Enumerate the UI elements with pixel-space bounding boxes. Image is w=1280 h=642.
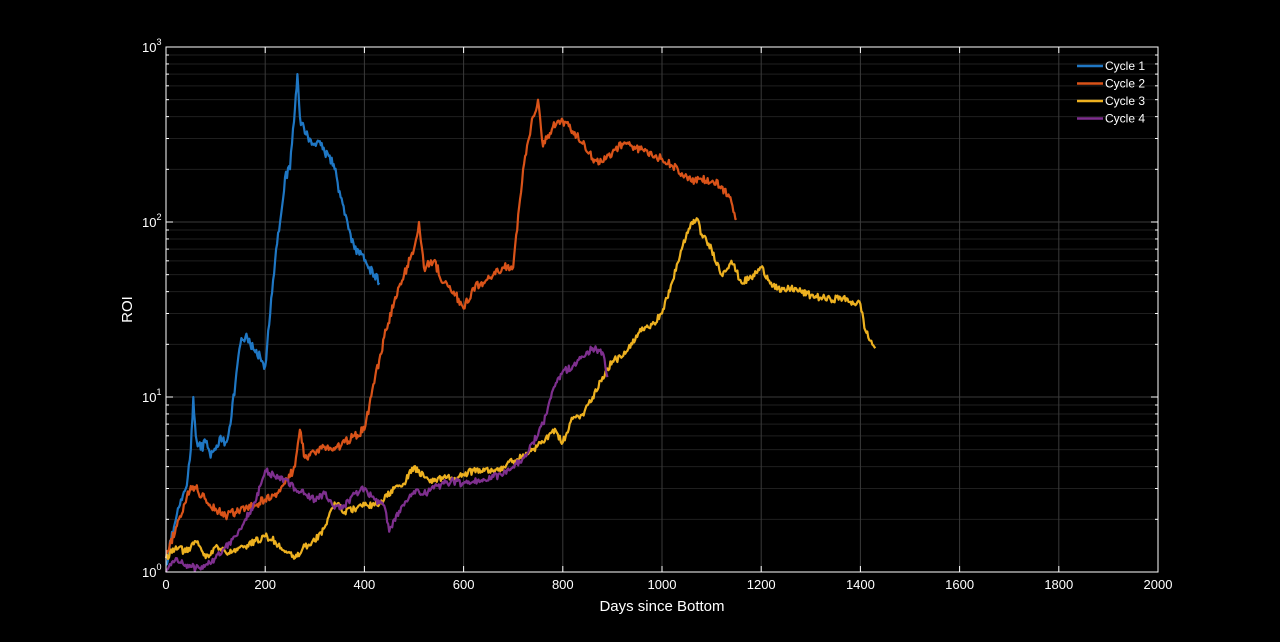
legend-label: Cycle 2 bbox=[1105, 77, 1145, 91]
x-tick-label: 400 bbox=[354, 577, 376, 592]
x-tick-label: 1200 bbox=[747, 577, 776, 592]
y-axis-label: ROI bbox=[119, 296, 136, 323]
x-tick-label: 600 bbox=[453, 577, 475, 592]
x-tick-label: 1600 bbox=[945, 577, 974, 592]
x-tick-label: 0 bbox=[162, 577, 169, 592]
series-line-cycle-1 bbox=[165, 73, 381, 566]
series-lines bbox=[164, 73, 877, 573]
legend-label: Cycle 3 bbox=[1105, 94, 1145, 108]
x-tick-label: 200 bbox=[254, 577, 276, 592]
legend-label: Cycle 1 bbox=[1105, 59, 1145, 73]
legend: Cycle 1 Cycle 2 Cycle 3 Cycle 4 bbox=[1077, 59, 1145, 126]
x-tick-label: 800 bbox=[552, 577, 574, 592]
x-tick-label: 2000 bbox=[1144, 577, 1173, 592]
x-tick-label: 1800 bbox=[1044, 577, 1073, 592]
x-tick-label: 1000 bbox=[648, 577, 677, 592]
x-axis-label: Days since Bottom bbox=[599, 598, 724, 615]
series-line-cycle-4 bbox=[164, 345, 609, 573]
x-tick-label: 1400 bbox=[846, 577, 875, 592]
x-axis-ticks: 0 200 400 600 800 1000 1200 1400 1600 1800 2000 bbox=[162, 47, 1172, 592]
legend-label: Cycle 4 bbox=[1105, 112, 1145, 126]
series-line-cycle-2 bbox=[164, 98, 738, 559]
series-line-cycle-3 bbox=[164, 217, 877, 560]
